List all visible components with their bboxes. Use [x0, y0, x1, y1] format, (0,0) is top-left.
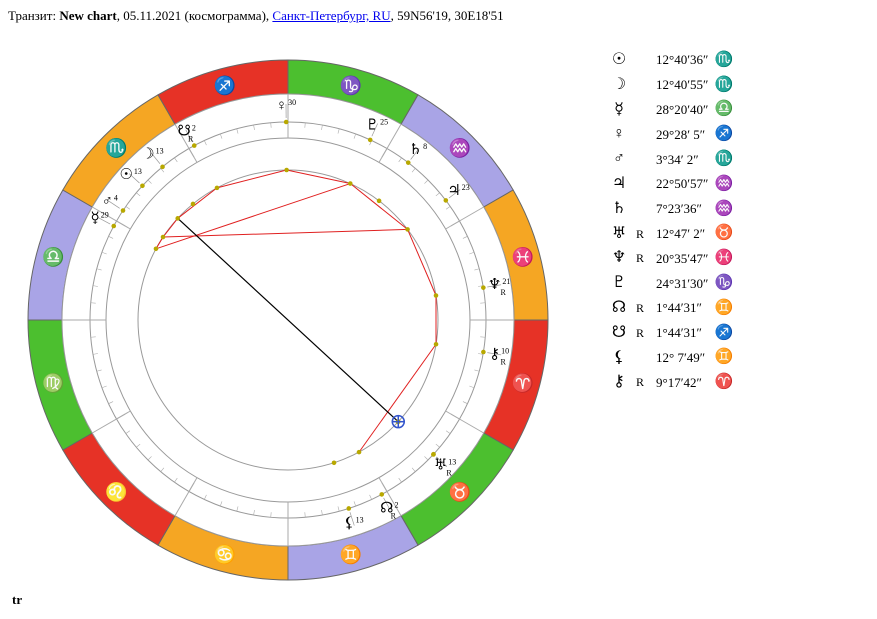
sign-glyph: ♒ — [714, 172, 739, 197]
svg-text:♈: ♈ — [512, 372, 534, 393]
lon: 30E18'51 — [454, 8, 503, 23]
retro-flag — [636, 172, 656, 197]
planet-glyph: ♄ — [608, 197, 636, 222]
chart-title: New chart — [59, 8, 116, 23]
position-row: ⚸ 12° 7′49″♊ — [608, 346, 739, 371]
header-prefix: Транзит: — [8, 8, 59, 23]
position-row: ♀ 29°28′ 5″♐ — [608, 122, 739, 147]
svg-text:♊: ♊ — [340, 544, 362, 565]
svg-text:♍: ♍ — [42, 372, 64, 393]
sign-glyph: ♏ — [714, 147, 739, 172]
chart-header: Транзит: New chart, 05.11.2021 (космогра… — [8, 8, 877, 24]
natal-chart: ♈♉♊♋♌♍♎♏♐♑♒♓☉13☽13☿29♀30♂4♃23♄8♅13R♆21R♇… — [8, 30, 568, 610]
sign-glyph: ♐ — [714, 122, 739, 147]
position-row: ♇ 24°31′30″♑ — [608, 271, 739, 296]
position-row: ☽ 12°40′55″♏ — [608, 73, 739, 98]
planet-glyph: ⚸ — [608, 346, 636, 371]
sign-glyph: ♊ — [714, 296, 739, 321]
svg-text:♌: ♌ — [105, 481, 127, 502]
position-row: ☿ 28°20′40″♎ — [608, 98, 739, 123]
svg-text:♐: ♐ — [214, 74, 236, 95]
retro-flag: R — [636, 222, 656, 247]
position-row: ☉ 12°40′36″♏ — [608, 48, 739, 73]
planet-glyph: ♃ — [608, 172, 636, 197]
planet-glyph: ☽ — [608, 73, 636, 98]
position-row: ♃ 22°50′57″♒ — [608, 172, 739, 197]
degree-value: 7°23′36″ — [656, 197, 714, 222]
degree-value: 9°17′42″ — [656, 370, 714, 395]
retro-flag — [636, 271, 656, 296]
sign-glyph: ♑ — [714, 271, 739, 296]
degree-value: 22°50′57″ — [656, 172, 714, 197]
sign-glyph: ♓ — [714, 246, 739, 271]
degree-value: 28°20′40″ — [656, 98, 714, 123]
positions-table: ☉12°40′36″♏☽12°40′55″♏☿28°20′40″♎♀29°28′… — [608, 48, 739, 395]
city-link[interactable]: Санкт-Петербург, RU — [272, 8, 390, 23]
retro-flag: R — [636, 246, 656, 271]
planet-glyph: ☊ — [608, 296, 636, 321]
degree-value: 12°47′ 2″ — [656, 222, 714, 247]
planet-glyph: ♂ — [608, 147, 636, 172]
retro-flag — [636, 98, 656, 123]
planet-glyph: ☿ — [608, 98, 636, 123]
planet-glyph: ♅ — [608, 222, 636, 247]
degree-value: 1°44′31″ — [656, 321, 714, 346]
planet-glyph: ☉ — [608, 48, 636, 73]
sign-glyph: ♉ — [714, 222, 739, 247]
retro-flag: R — [636, 370, 656, 395]
position-row: ♄ 7°23′36″♒ — [608, 197, 739, 222]
planet-glyph: ⚷ — [608, 370, 636, 395]
svg-text:♏: ♏ — [105, 137, 127, 158]
retro-flag — [636, 346, 656, 371]
svg-text:♒: ♒ — [449, 137, 471, 158]
degree-value: 12°40′55″ — [656, 73, 714, 98]
degree-value: 3°34′ 2″ — [656, 147, 714, 172]
degree-value: 20°35′47″ — [656, 246, 714, 271]
sign-glyph: ♏ — [714, 73, 739, 98]
sign-glyph: ♊ — [714, 346, 739, 371]
position-row: ♂ 3°34′ 2″♏ — [608, 147, 739, 172]
position-row: ⚷R9°17′42″♈ — [608, 370, 739, 395]
degree-value: 24°31′30″ — [656, 271, 714, 296]
planet-glyph: ☋ — [608, 321, 636, 346]
retro-flag — [636, 122, 656, 147]
chart-subtype: космограмма — [189, 8, 262, 23]
degree-value: 12° 7′49″ — [656, 346, 714, 371]
sign-glyph: ♒ — [714, 197, 739, 222]
lat: 59N56'19 — [397, 8, 448, 23]
retro-flag — [636, 147, 656, 172]
planet-glyph: ♆ — [608, 246, 636, 271]
svg-text:♎: ♎ — [42, 246, 64, 267]
planet-glyph: ♀ — [608, 122, 636, 147]
position-row: ♅R12°47′ 2″♉ — [608, 222, 739, 247]
planet-glyph: ♇ — [608, 271, 636, 296]
sign-glyph: ♈ — [714, 370, 739, 395]
retro-flag — [636, 73, 656, 98]
position-row: ☊R1°44′31″♊ — [608, 296, 739, 321]
tr-label: tr — [12, 592, 22, 608]
degree-value: 12°40′36″ — [656, 48, 714, 73]
position-row: ♆R20°35′47″♓ — [608, 246, 739, 271]
retro-flag — [636, 197, 656, 222]
chart-date: 05.11.2021 — [123, 8, 181, 23]
sign-glyph: ♏ — [714, 48, 739, 73]
degree-value: 1°44′31″ — [656, 296, 714, 321]
sign-glyph: ♐ — [714, 321, 739, 346]
degree-value: 29°28′ 5″ — [656, 122, 714, 147]
retro-flag: R — [636, 296, 656, 321]
svg-text:♋: ♋ — [214, 544, 236, 565]
svg-text:♓: ♓ — [512, 246, 534, 267]
sign-glyph: ♎ — [714, 98, 739, 123]
svg-text:♉: ♉ — [449, 481, 471, 502]
svg-text:♑: ♑ — [340, 74, 362, 95]
position-row: ☋R1°44′31″♐ — [608, 321, 739, 346]
retro-flag: R — [636, 321, 656, 346]
retro-flag — [636, 48, 656, 73]
